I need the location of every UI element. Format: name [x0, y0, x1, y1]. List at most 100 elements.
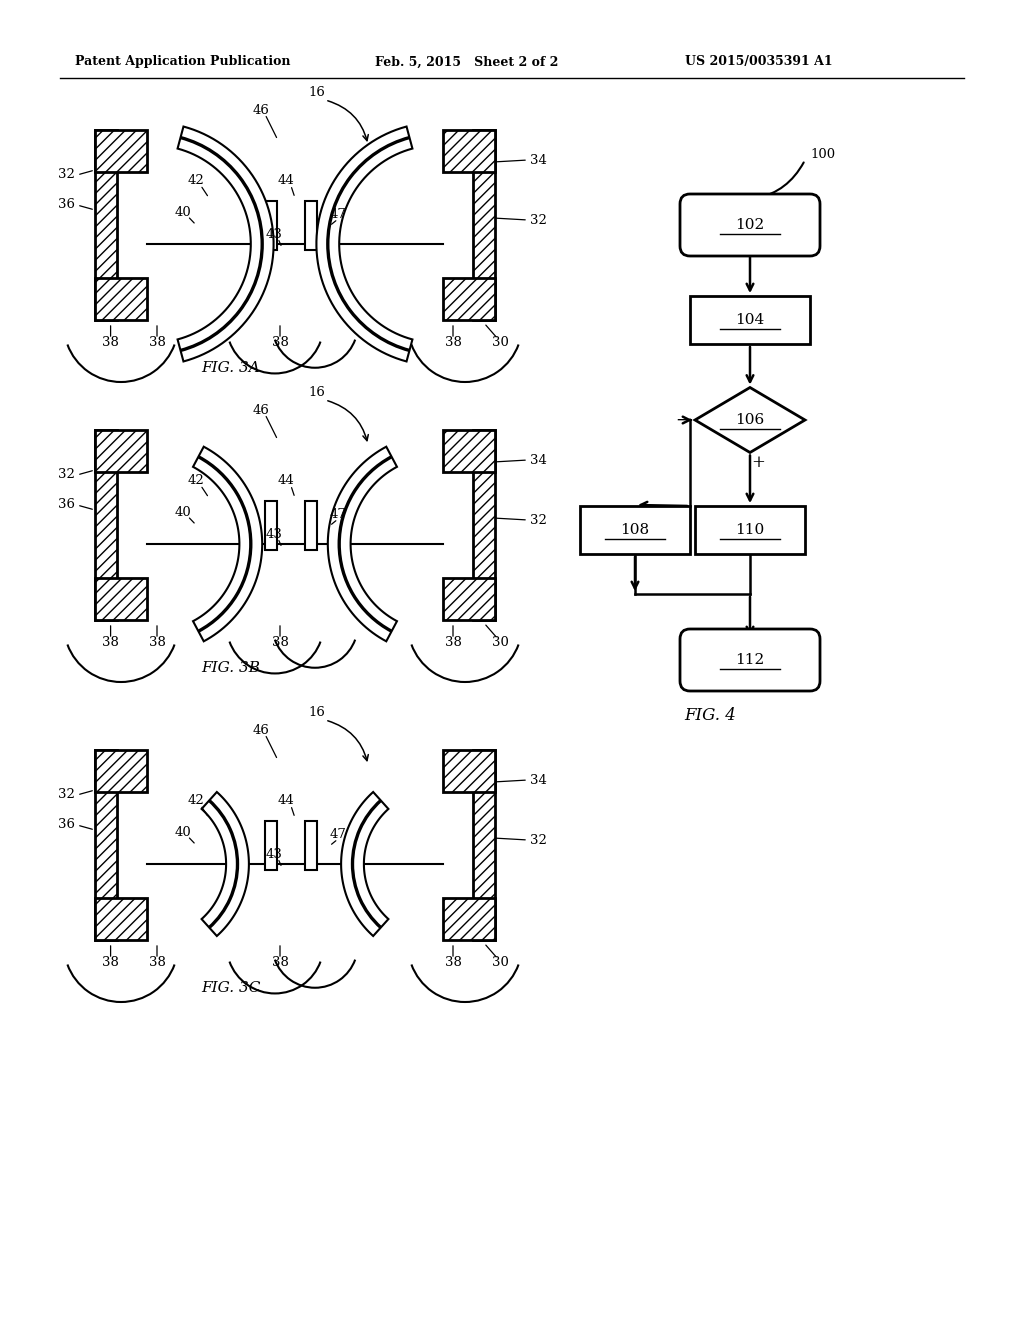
Text: 38: 38 — [148, 635, 166, 648]
Text: 32: 32 — [58, 788, 75, 801]
Text: 44: 44 — [279, 173, 295, 186]
Text: 40: 40 — [175, 506, 191, 519]
Bar — [95, 750, 117, 940]
FancyBboxPatch shape — [680, 630, 820, 690]
Text: +: + — [751, 454, 765, 471]
Bar — [95, 279, 147, 319]
Text: 38: 38 — [444, 635, 462, 648]
Polygon shape — [194, 446, 262, 642]
Text: 34: 34 — [530, 454, 547, 466]
Text: 16: 16 — [308, 86, 325, 99]
Text: 38: 38 — [102, 335, 119, 348]
Text: 108: 108 — [621, 523, 649, 537]
Text: 42: 42 — [187, 173, 205, 186]
Bar — [95, 898, 147, 940]
Text: Patent Application Publication: Patent Application Publication — [75, 55, 291, 69]
Text: 30: 30 — [492, 635, 509, 648]
Text: FIG. 3A: FIG. 3A — [201, 360, 260, 375]
Bar — [443, 750, 495, 792]
Polygon shape — [328, 446, 397, 642]
Text: 104: 104 — [735, 313, 765, 327]
Text: Feb. 5, 2015   Sheet 2 of 2: Feb. 5, 2015 Sheet 2 of 2 — [375, 55, 558, 69]
Text: FIG. 3B: FIG. 3B — [201, 661, 260, 675]
Bar — [304, 502, 316, 549]
Text: 106: 106 — [735, 413, 765, 426]
Text: 32: 32 — [530, 513, 547, 527]
Text: 38: 38 — [102, 956, 119, 969]
Text: 44: 44 — [279, 474, 295, 487]
Text: 46: 46 — [252, 103, 269, 116]
Bar — [443, 279, 495, 319]
Text: 43: 43 — [265, 528, 282, 541]
Text: 36: 36 — [58, 818, 75, 832]
FancyBboxPatch shape — [680, 194, 820, 256]
Text: 47: 47 — [330, 209, 346, 222]
Bar — [473, 430, 495, 620]
Text: 43: 43 — [265, 228, 282, 242]
Bar — [580, 506, 690, 554]
Bar — [473, 750, 495, 940]
Text: 32: 32 — [530, 214, 547, 227]
Bar — [304, 201, 316, 249]
Polygon shape — [177, 127, 273, 362]
Text: 34: 34 — [530, 153, 547, 166]
Text: 16: 16 — [308, 385, 325, 399]
Bar — [95, 129, 117, 319]
Text: US 2015/0035391 A1: US 2015/0035391 A1 — [685, 55, 833, 69]
Text: 38: 38 — [444, 956, 462, 969]
Text: 32: 32 — [58, 169, 75, 181]
Text: 36: 36 — [58, 499, 75, 511]
Text: 34: 34 — [530, 774, 547, 787]
Text: 38: 38 — [444, 335, 462, 348]
Polygon shape — [341, 792, 388, 936]
Text: 32: 32 — [530, 833, 547, 846]
Bar — [473, 129, 495, 319]
Bar — [690, 296, 810, 345]
Text: 38: 38 — [271, 956, 289, 969]
Text: 102: 102 — [735, 218, 765, 232]
Bar — [265, 821, 278, 870]
Text: 46: 46 — [252, 404, 269, 417]
Bar — [443, 898, 495, 940]
Text: 47: 47 — [330, 829, 346, 842]
Bar — [95, 430, 117, 620]
Text: FIG. 3C: FIG. 3C — [201, 981, 260, 995]
Text: 44: 44 — [279, 793, 295, 807]
Text: 40: 40 — [175, 206, 191, 219]
Text: 47: 47 — [330, 508, 346, 521]
Text: 40: 40 — [175, 825, 191, 838]
Text: 43: 43 — [265, 849, 282, 862]
Text: 38: 38 — [148, 956, 166, 969]
Bar — [265, 201, 278, 249]
Bar — [443, 578, 495, 620]
Text: 112: 112 — [735, 653, 765, 667]
Text: 16: 16 — [308, 705, 325, 718]
Text: 30: 30 — [492, 335, 509, 348]
Polygon shape — [316, 127, 413, 362]
Text: 38: 38 — [271, 635, 289, 648]
Bar — [304, 821, 316, 870]
Text: −: − — [675, 412, 689, 429]
Text: FIG. 4: FIG. 4 — [684, 708, 736, 725]
Text: 42: 42 — [187, 793, 205, 807]
Bar — [265, 502, 278, 549]
Bar — [443, 129, 495, 172]
Text: 46: 46 — [252, 723, 269, 737]
Text: 42: 42 — [187, 474, 205, 487]
Polygon shape — [202, 792, 249, 936]
Bar — [95, 750, 147, 792]
Text: 32: 32 — [58, 469, 75, 482]
Text: 38: 38 — [271, 335, 289, 348]
Text: 100: 100 — [810, 149, 836, 161]
Text: 30: 30 — [492, 956, 509, 969]
Bar — [443, 430, 495, 471]
Bar — [695, 506, 805, 554]
Polygon shape — [695, 388, 805, 453]
Text: 110: 110 — [735, 523, 765, 537]
Text: 36: 36 — [58, 198, 75, 211]
Text: 38: 38 — [102, 635, 119, 648]
Text: 38: 38 — [148, 335, 166, 348]
Bar — [95, 578, 147, 620]
Bar — [95, 129, 147, 172]
Bar — [95, 430, 147, 471]
